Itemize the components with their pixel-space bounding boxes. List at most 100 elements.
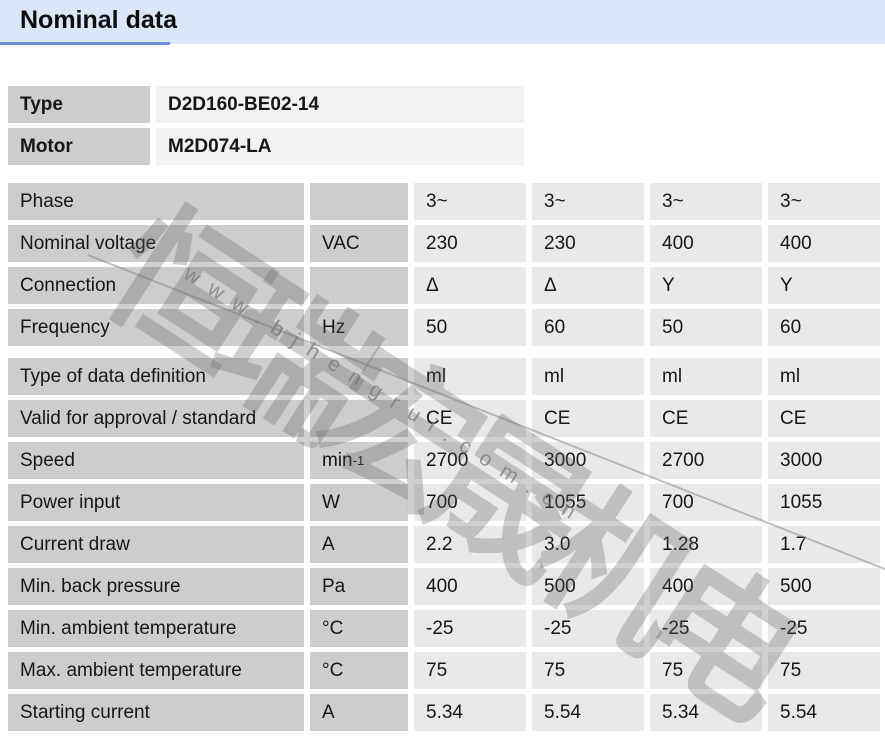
value-cell: 3000 [532,442,644,479]
value-cell: 1.7 [768,526,880,563]
value-cell: ml [768,358,880,395]
table-row-power-input: Power input W 700 1055 700 1055 [8,484,885,521]
row-unit: VAC [310,225,408,262]
value-cell: 75 [650,652,762,689]
row-label: Frequency [8,309,304,346]
value-cell: 500 [768,568,880,605]
value-cell: 5.34 [414,694,526,731]
table-row-starting-current: Starting current A 5.34 5.54 5.34 5.54 [8,694,885,731]
value-cell: 3~ [650,183,762,220]
value-cell: 75 [768,652,880,689]
value-cell: 5.54 [768,694,880,731]
identity-row-motor: Motor M2D074-LA [8,128,885,165]
row-unit: min -1 [310,442,408,479]
row-unit: °C [310,610,408,647]
row-label: Nominal voltage [8,225,304,262]
table-row-phase: Phase 3~ 3~ 3~ 3~ [8,183,885,220]
row-label: Type of data definition [8,358,304,395]
page-title: Nominal data [20,6,177,34]
value-cell: CE [650,400,762,437]
table-row-data-definition: Type of data definition ml ml ml ml [8,358,885,395]
row-label: Max. ambient temperature [8,652,304,689]
row-unit: Hz [310,309,408,346]
value-cell: 2700 [650,442,762,479]
row-unit: A [310,694,408,731]
value-cell: 3~ [532,183,644,220]
table-block-electrical: Phase 3~ 3~ 3~ 3~ Nominal voltage VAC 23… [8,183,885,346]
value-cell: 400 [768,225,880,262]
row-label: Min. ambient temperature [8,610,304,647]
table-row-min-back-pressure: Min. back pressure Pa 400 500 400 500 [8,568,885,605]
value-cell: Y [650,267,762,304]
row-unit: A [310,526,408,563]
row-label: Min. back pressure [8,568,304,605]
row-unit [310,183,408,220]
identity-label: Type [8,86,150,123]
row-label: Connection [8,267,304,304]
table-row-approval: Valid for approval / standard CE CE CE C… [8,400,885,437]
value-cell: CE [532,400,644,437]
value-cell: 700 [650,484,762,521]
unit-text: min [322,449,353,471]
identity-row-type: Type D2D160-BE02-14 [8,86,885,123]
value-cell: CE [414,400,526,437]
value-cell: 5.34 [650,694,762,731]
page-header: Nominal data [0,0,885,45]
value-cell: 1055 [768,484,880,521]
value-cell: 1.28 [650,526,762,563]
value-cell: 50 [414,309,526,346]
value-cell: 230 [532,225,644,262]
table-row-connection: Connection Δ Δ Y Y [8,267,885,304]
value-cell: -25 [650,610,762,647]
row-unit [310,358,408,395]
value-cell: ml [650,358,762,395]
value-cell: 75 [414,652,526,689]
row-label: Power input [8,484,304,521]
value-cell: 2700 [414,442,526,479]
identity-label: Motor [8,128,150,165]
row-label: Phase [8,183,304,220]
row-label: Starting current [8,694,304,731]
value-cell: 230 [414,225,526,262]
identity-value: D2D160-BE02-14 [156,86,524,123]
title-underline [0,42,170,45]
value-cell: 3~ [414,183,526,220]
value-cell: Δ [414,267,526,304]
table-block-performance: Type of data definition ml ml ml ml Vali… [8,358,885,731]
value-cell: 5.54 [532,694,644,731]
row-unit [310,267,408,304]
value-cell: 3000 [768,442,880,479]
table-row-min-ambient-temperature: Min. ambient temperature °C -25 -25 -25 … [8,610,885,647]
row-unit: Pa [310,568,408,605]
value-cell: 700 [414,484,526,521]
table-row-max-ambient-temperature: Max. ambient temperature °C 75 75 75 75 [8,652,885,689]
value-cell: 3.0 [532,526,644,563]
value-cell: 2.2 [414,526,526,563]
row-unit: W [310,484,408,521]
value-cell: CE [768,400,880,437]
identity-value: M2D074-LA [156,128,524,165]
value-cell: -25 [414,610,526,647]
value-cell: -25 [532,610,644,647]
value-cell: 400 [650,225,762,262]
value-cell: 500 [532,568,644,605]
value-cell: 75 [532,652,644,689]
value-cell: 60 [532,309,644,346]
row-label: Current draw [8,526,304,563]
row-label: Speed [8,442,304,479]
value-cell: 1055 [532,484,644,521]
value-cell: 400 [650,568,762,605]
table-row-frequency: Frequency Hz 50 60 50 60 [8,309,885,346]
nominal-data-table: Phase 3~ 3~ 3~ 3~ Nominal voltage VAC 23… [8,183,885,731]
table-row-nominal-voltage: Nominal voltage VAC 230 230 400 400 [8,225,885,262]
row-label: Valid for approval / standard [8,400,304,437]
value-cell: 50 [650,309,762,346]
table-row-speed: Speed min -1 2700 3000 2700 3000 [8,442,885,479]
identity-table: Type D2D160-BE02-14 Motor M2D074-LA [8,86,885,165]
value-cell: -25 [768,610,880,647]
row-unit: °C [310,652,408,689]
table-row-current-draw: Current draw A 2.2 3.0 1.28 1.7 [8,526,885,563]
row-unit [310,400,408,437]
value-cell: ml [532,358,644,395]
value-cell: Δ [532,267,644,304]
